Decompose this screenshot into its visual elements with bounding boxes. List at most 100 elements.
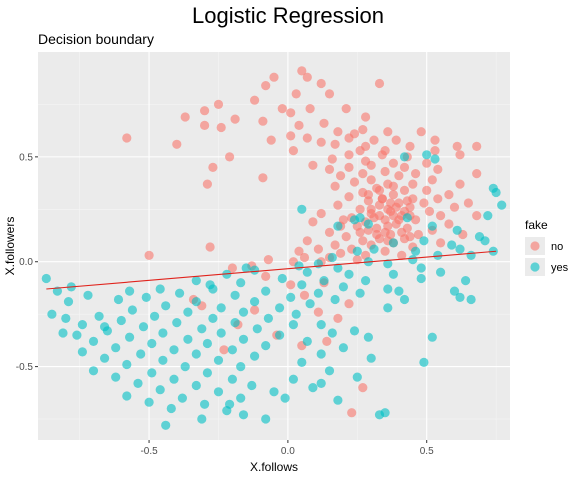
data-point-yes: [116, 315, 126, 326]
data-point-no: [430, 135, 440, 145]
data-point-yes: [169, 374, 179, 384]
data-point-yes: [216, 328, 226, 338]
data-point-no: [269, 72, 279, 82]
decision-boundary-line: [46, 250, 497, 290]
data-point-yes: [63, 297, 74, 307]
data-point-yes: [436, 267, 446, 277]
data-point-yes: [155, 284, 165, 294]
data-point-yes: [133, 378, 143, 388]
data-point-yes: [305, 299, 315, 309]
data-point-yes: [158, 355, 168, 365]
data-point-yes: [344, 269, 354, 279]
data-point-yes: [213, 387, 224, 397]
data-point-yes: [100, 322, 110, 332]
data-point-no: [324, 227, 335, 237]
data-point-yes: [330, 294, 340, 305]
data-point-yes: [352, 246, 362, 256]
data-point-yes: [352, 372, 362, 382]
data-point-yes: [250, 297, 260, 307]
data-point-yes: [483, 211, 493, 221]
data-point-no: [349, 177, 360, 187]
data-point-no: [250, 305, 260, 315]
data-point-yes: [369, 244, 379, 254]
data-point-no: [374, 78, 385, 89]
data-point-yes: [227, 374, 237, 384]
data-point-yes: [136, 349, 146, 359]
y-tick-label: 0.5: [19, 152, 33, 163]
data-point-no: [324, 164, 335, 174]
data-point-yes: [225, 399, 235, 409]
data-point-no: [358, 125, 368, 135]
data-point-yes: [297, 204, 307, 214]
data-point-no: [227, 263, 237, 273]
legend-key-no: [530, 241, 540, 251]
data-point-yes: [100, 353, 110, 363]
data-point-no: [294, 120, 304, 130]
data-point-no: [344, 192, 354, 202]
data-point-no: [472, 141, 482, 151]
data-point-no: [336, 171, 346, 181]
data-point-yes: [161, 301, 171, 311]
data-point-no: [402, 196, 412, 206]
data-point-no: [330, 181, 340, 191]
data-point-yes: [419, 357, 429, 367]
data-point-yes: [41, 273, 51, 284]
data-point-yes: [230, 290, 240, 300]
data-point-no: [355, 146, 365, 156]
data-point-yes: [433, 250, 443, 260]
data-point-no: [344, 133, 354, 143]
data-point-yes: [277, 273, 287, 284]
data-point-no: [399, 185, 410, 195]
data-point-no: [416, 127, 426, 137]
data-point-no: [266, 135, 276, 145]
data-point-no: [258, 116, 268, 126]
data-point-no: [383, 127, 393, 137]
data-point-yes: [338, 282, 348, 292]
data-point-no: [225, 152, 235, 162]
data-point-yes: [236, 278, 246, 288]
x-tick-label: 0.5: [420, 446, 434, 457]
data-point-yes: [416, 273, 426, 284]
data-point-yes: [200, 399, 210, 409]
data-point-yes: [252, 324, 262, 334]
data-point-no: [213, 99, 224, 109]
grid-lines: [38, 52, 510, 440]
legend-title: fake: [525, 218, 548, 232]
data-point-no: [422, 158, 432, 168]
data-point-no: [433, 164, 443, 174]
y-tick-label: -0.5: [16, 362, 34, 373]
data-point-yes: [366, 353, 376, 363]
x-tick-label: -0.5: [140, 446, 158, 457]
y-tick-label: 0.0: [19, 257, 33, 268]
data-point-yes: [238, 334, 249, 344]
data-point-no: [200, 120, 210, 130]
data-point-no: [202, 179, 212, 189]
data-point-no: [363, 196, 373, 206]
data-point-no: [302, 133, 312, 143]
data-point-no: [261, 271, 271, 281]
data-point-yes: [302, 267, 312, 277]
data-point-no: [122, 133, 132, 143]
data-point-yes: [127, 305, 137, 315]
data-point-yes: [275, 303, 285, 313]
data-point-no: [341, 232, 351, 242]
data-point-yes: [422, 150, 432, 160]
data-point-yes: [47, 309, 57, 319]
data-point-no: [463, 198, 473, 208]
data-point-yes: [461, 276, 471, 286]
data-point-yes: [363, 332, 373, 342]
data-point-yes: [144, 397, 154, 407]
data-point-no: [327, 154, 337, 164]
data-point-yes: [197, 324, 207, 334]
data-point-no: [344, 299, 354, 309]
data-point-yes: [333, 221, 343, 231]
data-point-no: [369, 135, 379, 145]
data-point-yes: [227, 345, 237, 355]
data-point-no: [344, 162, 354, 172]
data-point-yes: [297, 357, 307, 367]
data-point-no: [316, 78, 326, 89]
data-point-yes: [333, 395, 343, 405]
data-point-yes: [158, 328, 168, 338]
data-point-yes: [455, 292, 465, 302]
